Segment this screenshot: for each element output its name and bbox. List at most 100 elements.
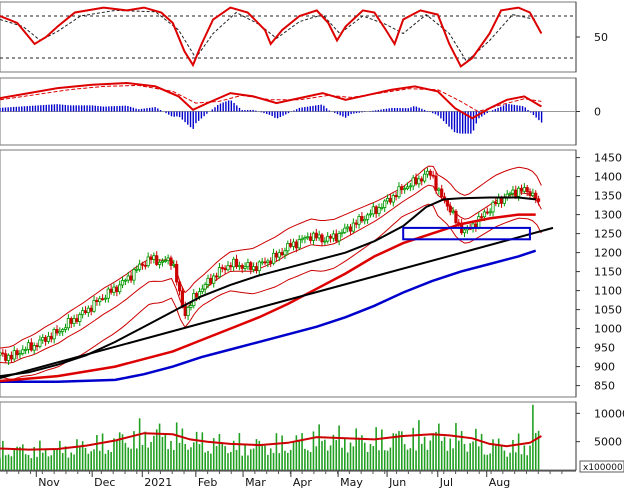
candle-body (408, 185, 412, 188)
macd-signal-line (0, 84, 542, 113)
candle-body (519, 187, 524, 192)
sma-black-line (0, 196, 536, 378)
candle-body (331, 233, 336, 239)
candle-body (517, 187, 521, 197)
candle-body (488, 211, 492, 214)
candle-body (294, 241, 298, 249)
candle-body (206, 277, 210, 285)
candle-body (135, 268, 139, 271)
candle-body (155, 255, 159, 265)
candle-body (129, 275, 133, 281)
candle-body (536, 198, 541, 202)
candle-body (289, 243, 293, 247)
candle-body (363, 218, 367, 222)
candle-body (411, 177, 415, 187)
candle-body (126, 275, 130, 281)
candle-body (180, 290, 184, 307)
candle-body (112, 286, 116, 293)
candle-body (351, 222, 355, 232)
candle-body (360, 216, 364, 222)
candle-body (6, 354, 11, 361)
price-tick-label: 1350 (594, 190, 622, 203)
x-tick-label: Aug (489, 476, 510, 489)
bollinger-lower-band (0, 203, 542, 380)
oscillator-tick-label: 50 (594, 31, 608, 44)
candle-body (368, 213, 373, 216)
candle-body (1, 352, 5, 355)
candle-body (46, 335, 51, 342)
price-tick-label: 1200 (594, 247, 622, 260)
candle-body (234, 258, 239, 267)
candle-body (140, 263, 145, 266)
candle-body (237, 265, 241, 267)
price-tick-label: 1000 (594, 323, 622, 336)
candle-body (109, 288, 113, 293)
candle-body (0, 352, 2, 356)
volume-panel: 5000 10000 x100000 (0, 401, 624, 473)
candle-body (92, 300, 96, 312)
candle-body (383, 200, 387, 208)
candle-body (397, 186, 401, 198)
candle-body (388, 197, 393, 203)
candle-body (417, 178, 421, 185)
candle-body (254, 266, 259, 272)
candle-body (494, 201, 498, 205)
candle-body (283, 250, 287, 256)
candle-body (502, 197, 506, 204)
candle-body (72, 318, 76, 324)
candle-body (479, 216, 484, 219)
candle-body (414, 177, 418, 185)
candle-body (157, 261, 162, 265)
candle-body (317, 234, 321, 239)
candle-body (277, 252, 281, 258)
x-tick-label: Mar (245, 476, 266, 489)
candle-body (508, 192, 512, 195)
price-tick-label: 1050 (594, 304, 622, 317)
x-tick-label: Apr (293, 476, 313, 489)
candle-body (374, 206, 378, 214)
candle-body (260, 261, 264, 264)
sma-red-line (0, 213, 536, 383)
x-tick-label: May (340, 476, 363, 489)
candle-body (328, 235, 333, 239)
candle-body (266, 260, 270, 264)
candle-body (4, 353, 8, 361)
candle-body (26, 342, 31, 350)
candle-body (186, 306, 190, 317)
candle-body (286, 243, 290, 252)
candle-body (428, 170, 432, 176)
macd-tick-label: 0 (594, 106, 601, 119)
candle-body (297, 239, 301, 249)
candle-body (309, 236, 313, 241)
x-tick-label: 2021 (144, 476, 172, 489)
price-tick-label: 1400 (594, 171, 622, 184)
candle-body (522, 187, 526, 192)
candle-body (482, 211, 487, 218)
candle-body (29, 342, 33, 351)
candle-body (348, 226, 353, 232)
price-tick-label: 900 (594, 361, 615, 374)
support-zone-box (402, 226, 531, 241)
price-tick-label: 950 (594, 342, 615, 355)
candle-body (326, 235, 330, 242)
x-tick-label: Dec (94, 476, 115, 489)
candle-body (55, 329, 59, 334)
trendline (0, 226, 554, 379)
candle-body (146, 256, 150, 267)
candle-body (346, 226, 350, 229)
candle-body (103, 297, 108, 300)
candle-body (138, 263, 142, 270)
candle-body (106, 288, 110, 299)
candle-body (320, 234, 324, 243)
candle-body (485, 211, 489, 214)
candle-body (534, 192, 538, 200)
candle-body (18, 353, 22, 356)
volume-unit-label: x100000 (583, 463, 623, 473)
candle-body (32, 345, 36, 351)
candle-body (431, 174, 435, 177)
candle-body (175, 263, 179, 283)
candle-body (423, 173, 427, 182)
candle-body (425, 170, 430, 175)
candle-body (263, 261, 267, 264)
candle-body (377, 207, 381, 214)
